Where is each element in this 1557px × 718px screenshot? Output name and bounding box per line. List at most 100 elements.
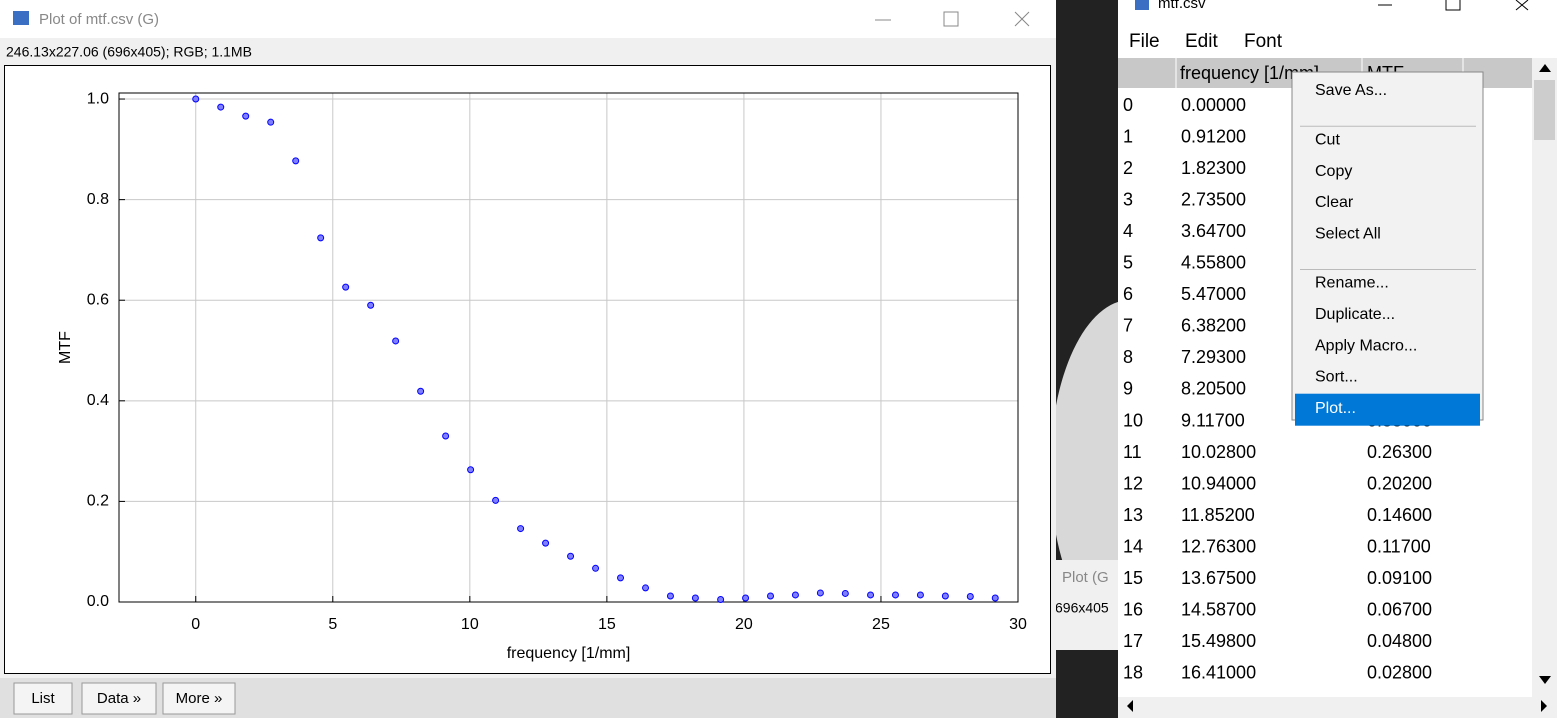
context-menu-item[interactable]: Select All	[1315, 225, 1381, 242]
context-menu-item[interactable]: Cut	[1315, 132, 1340, 149]
cell: 16.41000	[1181, 663, 1256, 683]
context-menu-item[interactable]: Clear	[1315, 194, 1354, 211]
cell: 15.49800	[1181, 631, 1256, 651]
y-tick-label: 0.8	[87, 191, 109, 208]
row-index: 15	[1123, 568, 1143, 588]
close-button[interactable]	[1515, 0, 1529, 11]
cell: 4.55800	[1181, 253, 1246, 273]
menu-item[interactable]: Font	[1244, 31, 1283, 52]
x-tick-label: 25	[872, 616, 890, 633]
row-index: 5	[1123, 253, 1133, 273]
y-axis-label: MTF	[57, 331, 74, 364]
scroll-up[interactable]	[1539, 64, 1551, 72]
menu-item[interactable]: File	[1129, 31, 1160, 52]
cell: 0.06700	[1367, 600, 1432, 620]
maximize-button[interactable]	[1445, 0, 1461, 11]
cell: 0.14600	[1367, 505, 1432, 525]
context-menu-item[interactable]: Plot...	[1315, 400, 1356, 417]
button[interactable]	[81, 682, 157, 715]
cell: 0.11700	[1367, 536, 1431, 556]
data-point	[517, 525, 525, 533]
background-window	[1055, 560, 1125, 650]
button[interactable]	[162, 682, 236, 715]
row-index: 18	[1123, 663, 1143, 683]
button[interactable]	[13, 682, 73, 715]
data-point	[392, 337, 400, 345]
cell: 11.85200	[1181, 505, 1255, 525]
data-point	[242, 112, 250, 120]
context-menu-item[interactable]: Rename...	[1315, 275, 1389, 292]
scroll-left[interactable]	[1127, 700, 1133, 712]
cell: 1.82300	[1181, 158, 1246, 178]
data-point	[966, 592, 974, 600]
maximize-button[interactable]	[943, 11, 959, 27]
y-tick-label: 0.2	[87, 493, 109, 510]
data-point	[642, 584, 650, 592]
data-point	[467, 466, 475, 474]
data-point	[567, 552, 575, 560]
scroll-right[interactable]	[1541, 700, 1547, 712]
data-point	[292, 157, 300, 165]
context-menu-item[interactable]: Sort...	[1315, 369, 1358, 386]
x-tick-label: 5	[328, 616, 337, 633]
x-tick-label: 15	[598, 616, 616, 633]
row-index: 11	[1123, 442, 1142, 462]
data-point	[267, 118, 275, 126]
cell: 12.76300	[1181, 536, 1256, 556]
menu-item[interactable]: Edit	[1185, 31, 1218, 52]
button-label[interactable]: List	[31, 690, 55, 707]
image-info: 246.13x227.06 (696x405); RGB; 1.1MB	[6, 44, 252, 60]
scroll-thumb[interactable]	[1534, 80, 1555, 140]
vertical-scrollbar[interactable]	[1532, 58, 1557, 698]
data-point	[867, 591, 875, 599]
context-menu-item[interactable]: Apply Macro...	[1315, 337, 1417, 354]
context-menu	[1291, 71, 1484, 421]
cell: 10.94000	[1181, 473, 1256, 493]
row-index: 12	[1123, 473, 1143, 493]
cell: 6.38200	[1181, 316, 1246, 336]
column-header[interactable]: frequency [1/mm]	[1180, 63, 1319, 83]
plot-canvas	[4, 65, 1051, 674]
data-point	[991, 594, 999, 602]
row-index: 9	[1123, 379, 1133, 399]
data-point	[717, 595, 725, 603]
data-point	[617, 574, 625, 582]
y-tick-label: 0.4	[87, 392, 109, 409]
data-point	[592, 564, 600, 572]
x-axis-label: frequency [1/mm]	[507, 645, 631, 662]
y-tick-label: 1.0	[87, 90, 109, 107]
cell: 0.20200	[1367, 473, 1432, 493]
row-index: 2	[1123, 158, 1133, 178]
x-tick-label: 10	[461, 616, 479, 633]
data-point	[317, 234, 325, 242]
y-tick-label: 0.0	[87, 593, 109, 610]
context-menu-item[interactable]: Copy	[1315, 163, 1352, 180]
cell: 7.29300	[1181, 347, 1246, 367]
row-index: 6	[1123, 284, 1133, 304]
row-index: 13	[1123, 505, 1143, 525]
data-point	[192, 95, 200, 103]
close-button[interactable]	[1014, 11, 1030, 27]
row-index: 14	[1123, 536, 1143, 556]
title-bar	[0, 0, 1056, 38]
button-bar	[0, 678, 1056, 718]
button-label[interactable]: Data »	[97, 690, 141, 707]
row-index: 16	[1123, 600, 1143, 620]
data-point	[217, 103, 225, 111]
data-point	[542, 539, 550, 547]
cell: 0.26300	[1367, 442, 1432, 462]
context-menu-item[interactable]: Duplicate...	[1315, 306, 1395, 323]
window-title: Plot of mtf.csv (G)	[39, 11, 159, 28]
data-point	[742, 594, 750, 602]
button-label[interactable]: More »	[176, 690, 223, 707]
data-point	[691, 594, 699, 602]
x-tick-label: 20	[735, 616, 753, 633]
data-point	[841, 589, 849, 597]
horizontal-scrollbar[interactable]	[1118, 697, 1557, 718]
context-menu-item[interactable]: Save As...	[1315, 82, 1387, 99]
plot-frame	[118, 92, 1019, 603]
scroll-down[interactable]	[1539, 676, 1551, 684]
menu-highlight[interactable]	[1295, 393, 1480, 426]
